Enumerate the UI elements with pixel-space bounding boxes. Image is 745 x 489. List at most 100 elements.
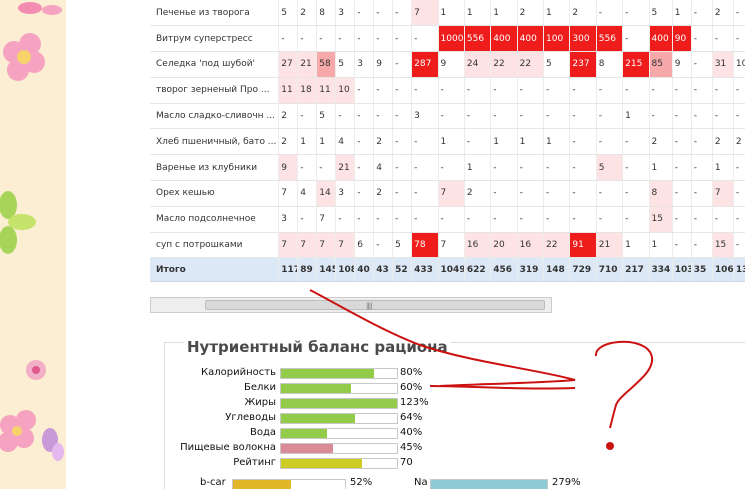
table-cell: - <box>672 180 692 207</box>
mineral-label: b-car <box>200 477 226 488</box>
horizontal-scrollbar[interactable]: |||| <box>150 297 552 313</box>
table-cell: - <box>691 128 713 156</box>
table-row[interactable]: Хлеб пшеничный, бато ... 2 1 1 4-2- -1-1 1 1- - -… <box>150 128 745 156</box>
table-cell: - <box>543 154 571 182</box>
table-cell: 21 <box>297 51 318 78</box>
table-cell: 18 <box>297 77 318 104</box>
table-cell: - <box>392 77 413 104</box>
total-cell: 13 <box>733 257 745 283</box>
nutrient-label: Вода <box>249 427 276 438</box>
total-cell: 43 <box>373 257 394 283</box>
table-cell: - <box>596 180 624 207</box>
table-cell: 2 <box>569 0 597 27</box>
table-cell: - <box>569 77 597 104</box>
product-name: Селедка 'под шубой' <box>150 51 280 78</box>
table-row[interactable]: Масло подсолнечное 3-7- - - - - - - - - - - - -15- - - - <box>150 206 745 233</box>
nutrient-value: 40% <box>400 427 423 438</box>
table-cell: 237 <box>569 51 597 78</box>
nutrient-value: 64% <box>400 412 423 423</box>
total-cell: 52 <box>392 257 413 283</box>
table-cell: 1 <box>464 154 492 182</box>
table-cell: 1 <box>490 128 518 156</box>
table-cell: - <box>373 206 394 233</box>
table-cell: - <box>691 206 713 233</box>
table-row[interactable]: Масло сладко-сливочн ... 2-5- - - -3- - - - - - -1… <box>150 103 745 130</box>
nutrient-label: Углеводы <box>225 412 276 423</box>
table-cell: - <box>392 180 413 207</box>
table-cell: 7 <box>278 232 299 259</box>
table-cell: 1 <box>649 232 673 259</box>
table-cell: 1 <box>438 128 465 156</box>
table-cell: 11 <box>316 77 337 104</box>
table-row[interactable]: Печенье из творога 5 2 8 3- - -7 1 1 1 2 1 2- -5 1-2- <box>150 0 745 27</box>
table-cell: 22 <box>490 51 518 78</box>
table-row[interactable]: Орех кешью 7 4 14 3-2- -7 2- - - - - -8- -7- <box>150 180 745 207</box>
table-row[interactable]: Варенье из клубники 9- -21-4- - -1- - - -5-1- -1… <box>150 154 745 182</box>
table-cell: - <box>392 128 413 156</box>
table-cell: - <box>622 206 650 233</box>
table-cell: 7 <box>335 232 356 259</box>
table-cell: - <box>672 154 692 182</box>
table-cell: 9 <box>672 51 692 78</box>
table-cell: 78 <box>411 232 439 259</box>
table-cell: - <box>569 128 597 156</box>
table-row[interactable]: Витрум суперстресс - - - - - - - -1000 556 400 400 1… <box>150 25 745 53</box>
total-cell: 334 <box>649 257 673 283</box>
table-cell: 5 <box>649 0 673 27</box>
table-cell: - <box>354 77 375 104</box>
nutrient-value: 70 <box>400 457 413 468</box>
table-cell: - <box>517 180 545 207</box>
nutrient-bar-track <box>280 413 398 424</box>
table-cell: 400 <box>517 25 545 53</box>
nutrient-bar-track <box>280 398 398 409</box>
table-cell: - <box>438 103 465 130</box>
table-cell: - <box>622 25 650 53</box>
grip-icon: |||| <box>366 302 373 310</box>
table-cell: 7 <box>438 180 465 207</box>
nutrient-label: Рейтинг <box>233 457 276 468</box>
table-cell: 7 <box>278 180 299 207</box>
table-cell: - <box>297 25 318 53</box>
table-cell: 2 <box>373 180 394 207</box>
flower-bottom-icon <box>0 410 36 452</box>
floral-pattern <box>0 2 64 461</box>
mineral-bar-fill <box>233 480 291 489</box>
table-cell: - <box>354 128 375 156</box>
flower-small-icon <box>26 360 46 380</box>
nutrient-bar-fill <box>281 444 333 453</box>
table-cell: - <box>691 77 713 104</box>
table-cell: 2 <box>712 128 734 156</box>
table-cell: - <box>297 206 318 233</box>
table-cell: 31 <box>712 51 734 78</box>
nutrient-value: 45% <box>400 442 423 453</box>
table-cell: - <box>691 103 713 130</box>
table-cell: 4 <box>335 128 356 156</box>
product-name: Варенье из клубники <box>150 154 280 182</box>
nutrient-bar-fill <box>281 459 362 468</box>
nutrient-label: Калорийность <box>201 367 276 378</box>
total-cell: 456 <box>490 257 518 283</box>
nutrient-label: Пищевые волокна <box>180 442 276 453</box>
table-cell: 7 <box>316 232 337 259</box>
table-cell: - <box>297 103 318 130</box>
table-row[interactable]: суп с потрошками 7 7 7 7 6-5 78 7 16 20 16 22 91 21 1 1… <box>150 232 745 259</box>
table-cell: 7 <box>316 206 337 233</box>
table-cell: 9 <box>438 51 465 78</box>
table-cell: 8 <box>316 0 337 27</box>
table-cell: - <box>411 25 439 53</box>
product-name: Печенье из творога <box>150 0 280 27</box>
butterfly-icon <box>18 2 62 15</box>
table-cell: 21 <box>335 154 356 182</box>
table-cell: 22 <box>517 51 545 78</box>
nutrient-bar-track <box>280 458 398 469</box>
table-cell: - <box>691 180 713 207</box>
table-cell: - <box>569 103 597 130</box>
scrollbar-thumb[interactable]: |||| <box>205 300 545 310</box>
table-row[interactable]: Селедка 'под шубой' 27 21 58 5 3 9-287 9 24 22 22 5… <box>150 51 745 78</box>
table-cell: 5 <box>596 154 624 182</box>
table-cell: 1 <box>543 0 571 27</box>
nutrient-bar-track <box>280 383 398 394</box>
table-row[interactable]: творог зерненый Про ... 11 18 11 10- - - - - - - - -… <box>150 77 745 104</box>
nutrient-value: 60% <box>400 382 423 393</box>
nutrient-bar-fill <box>281 399 397 408</box>
